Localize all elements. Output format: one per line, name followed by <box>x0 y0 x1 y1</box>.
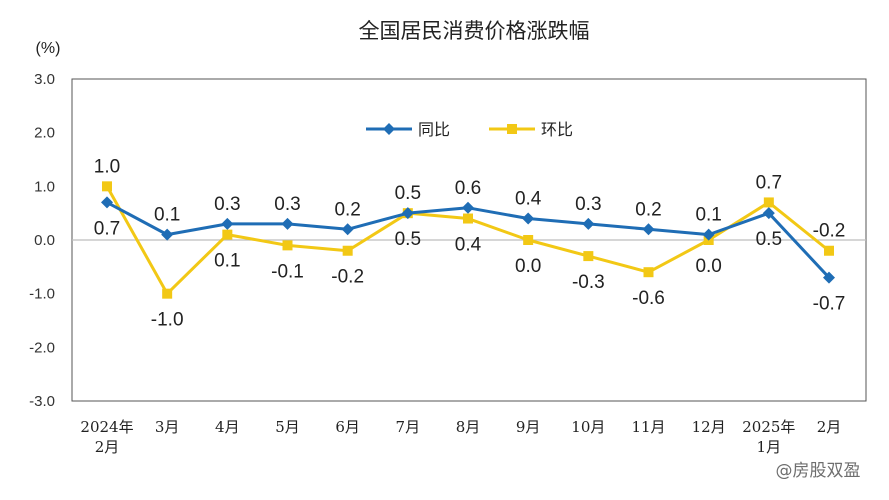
data-point <box>342 245 353 256</box>
data-point <box>522 212 535 225</box>
data-labels: 0.7 1.0 0.1 -1.0 0.3 0.1 0.3 -0.1 0.2 -0.2 0.5 0.5 0… <box>94 156 846 330</box>
data-label: 0.7 <box>756 172 782 193</box>
legend-label: 环比 <box>541 120 573 139</box>
data-label: 0.0 <box>695 256 721 277</box>
x-category-label: 1月 <box>757 438 782 456</box>
data-point <box>341 223 354 236</box>
data-label: 0.4 <box>515 189 542 210</box>
data-point <box>642 223 655 236</box>
y-axis-unit: (%) <box>36 40 61 57</box>
data-label: -0.7 <box>813 294 846 315</box>
data-point <box>221 217 234 230</box>
legend-marker <box>383 123 395 135</box>
x-category-label: 6月 <box>335 418 360 436</box>
x-category-label: 2月 <box>817 418 842 436</box>
data-label: 0.3 <box>214 194 240 215</box>
y-axis-ticks: 3.0 2.0 1.0 0.0 -1.0 -2.0 -3.0 <box>29 71 55 410</box>
data-label: 0.5 <box>395 229 421 250</box>
data-label: 0.3 <box>274 194 300 215</box>
data-point <box>583 251 594 262</box>
data-point <box>102 181 112 192</box>
x-category-label: 9月 <box>516 418 541 436</box>
data-point <box>463 213 473 224</box>
y-tick-label: 2.0 <box>34 125 55 142</box>
data-point <box>101 196 113 209</box>
data-label: -0.1 <box>271 261 304 282</box>
data-point <box>282 240 293 251</box>
legend-marker <box>507 124 517 134</box>
data-label: -0.2 <box>813 221 846 242</box>
data-point <box>762 207 775 220</box>
x-category-label: 3月 <box>155 418 180 436</box>
data-label: -1.0 <box>151 310 184 331</box>
chart-title: 全国居民消费价格涨跌幅 <box>359 19 590 43</box>
legend-label: 同比 <box>418 120 450 139</box>
data-label: 0.3 <box>575 194 601 215</box>
y-tick-label: 3.0 <box>34 71 55 88</box>
y-tick-label: -3.0 <box>29 393 55 410</box>
watermark: @房股双盈 <box>776 461 861 481</box>
x-category-label: 12月 <box>692 418 726 436</box>
data-label: -0.2 <box>331 267 364 288</box>
legend: 同比 环比 <box>366 120 573 139</box>
data-label: 0.6 <box>455 178 481 199</box>
data-point <box>523 235 534 245</box>
data-label: 0.4 <box>455 235 482 256</box>
data-point <box>823 271 835 284</box>
series-layer: 0.7 1.0 0.1 -1.0 0.3 0.1 0.3 -0.1 0.2 -0.2 0.5 0.5 0… <box>94 156 846 330</box>
data-label: 0.1 <box>695 205 721 226</box>
x-axis-categories: 2024年 2月 3月 4月 5月 6月 7月 8月 9月 10月 11月 12月 2025年 1月 2月 <box>80 418 841 456</box>
data-point <box>401 207 414 220</box>
data-point <box>161 228 174 241</box>
data-label: 0.1 <box>154 205 180 226</box>
data-label: 0.7 <box>94 218 120 239</box>
x-category-label: 10月 <box>571 418 605 436</box>
y-tick-label: 1.0 <box>34 178 55 195</box>
x-category-label: 2025年 <box>742 418 795 436</box>
data-label: 0.2 <box>635 199 661 220</box>
data-point <box>162 288 173 299</box>
data-point <box>582 217 595 230</box>
x-category-label: 2月 <box>95 438 120 456</box>
data-point <box>763 197 774 208</box>
x-category-label: 4月 <box>215 418 240 436</box>
data-label: 1.0 <box>94 156 120 177</box>
data-label: 0.0 <box>515 256 541 277</box>
x-category-label: 2024年 <box>80 418 133 436</box>
x-category-label: 8月 <box>456 418 481 436</box>
data-point <box>643 267 654 278</box>
x-category-label: 11月 <box>631 418 665 436</box>
data-label: 0.5 <box>395 183 421 204</box>
data-label: 0.2 <box>334 199 360 220</box>
x-category-label: 7月 <box>396 418 421 436</box>
data-label: -0.6 <box>632 288 665 309</box>
y-tick-label: 0.0 <box>34 232 55 249</box>
data-point <box>222 229 233 240</box>
data-point <box>702 228 715 241</box>
data-label: 0.1 <box>214 251 240 272</box>
data-point <box>281 217 294 230</box>
y-tick-label: -2.0 <box>29 339 55 356</box>
data-label: 0.5 <box>756 229 782 250</box>
data-point <box>824 245 834 256</box>
x-category-label: 5月 <box>275 418 300 436</box>
y-tick-label: -1.0 <box>29 286 55 303</box>
data-point <box>462 201 474 214</box>
data-label: -0.3 <box>572 272 605 293</box>
